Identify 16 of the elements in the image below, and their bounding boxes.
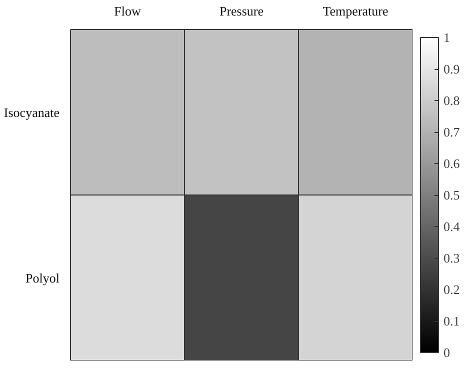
color-bar-label: 0.5	[444, 188, 460, 202]
color-bar-label: 0.6	[444, 156, 460, 171]
y-tick-label: Polyol	[26, 270, 60, 286]
x-tick-label: Temperature	[322, 4, 388, 18]
color-bar-label: 0.1	[444, 314, 460, 328]
color-bar-label: 0.4	[444, 219, 460, 234]
color-bar-label: 0.8	[444, 93, 460, 108]
color-bar-label: 0.3	[444, 250, 460, 266]
color-bar-label: 0.9	[444, 62, 460, 76]
color-bar-label: 0	[444, 345, 450, 360]
color-bar-label: 0.2	[444, 282, 460, 297]
color-bar-label: 0.7	[444, 124, 460, 140]
y-tick-label: Isocyanate	[4, 104, 60, 120]
color-bar-label: 1	[444, 30, 450, 45]
x-tick-label: Pressure	[219, 4, 264, 18]
x-tick-label: Flow	[114, 4, 142, 18]
